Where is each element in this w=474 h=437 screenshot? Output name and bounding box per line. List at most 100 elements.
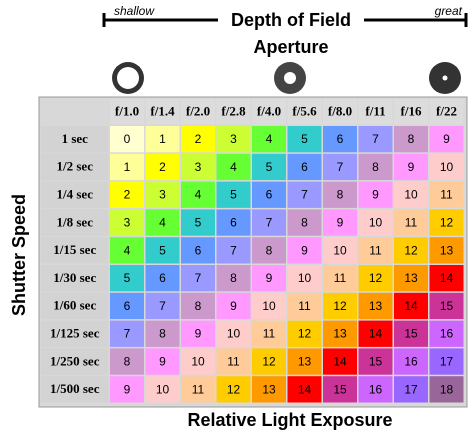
cell-bg [394,320,428,347]
cell-bg [394,153,428,181]
cell-bg [287,209,322,236]
cell-value: 7 [337,160,344,174]
cell-value: 8 [195,299,202,313]
cell-bg [358,265,393,292]
cell-value: 1 [159,132,166,146]
cell-value: 10 [227,327,241,341]
cell-value: 11 [369,243,382,257]
cell-value: 9 [408,160,415,174]
row-header: 1/30 sec [53,270,96,285]
cell-bg [323,265,357,292]
cell-bg [110,265,144,292]
cell-value: 11 [263,327,276,341]
cell-bg [358,376,393,403]
cell-bg [323,126,357,153]
cell-value: 13 [369,299,383,313]
cell-bg [145,376,180,403]
cell-value: 18 [440,382,454,396]
cell-value: 14 [440,271,454,285]
cell-bg [216,320,251,347]
cell-bg [252,320,286,347]
cell-bg [358,126,393,153]
shallow-label: shallow [114,4,155,18]
cell-value: 8 [337,188,344,202]
cell-bg [429,376,464,403]
cell-value: 11 [440,188,453,202]
cell-value: 3 [195,160,202,174]
cell-bg [287,181,322,208]
cell-bg [145,320,180,347]
cell-bg [216,237,251,264]
cell-value: 5 [301,132,308,146]
row-header: 1/15 sec [53,242,96,257]
column-header: f/1.0 [115,103,139,118]
cell-bg [216,265,251,292]
cell-bg [429,348,464,375]
subtitle: Aperture [253,37,328,57]
cell-bg [110,153,144,181]
cell-bg [323,181,357,208]
cell-bg [145,126,180,153]
cell-value: 9 [124,382,131,396]
cell-bg [287,320,322,347]
cell-bg [252,348,286,375]
cell-bg [181,126,215,153]
cell-value: 9 [337,215,344,229]
cell-value: 7 [266,215,273,229]
column-header: f/2.0 [186,103,210,118]
cell-bg [394,376,428,403]
cell-bg [145,265,180,292]
cell-value: 12 [227,382,241,396]
column-header-cell [181,99,215,125]
cell-bg [110,181,144,208]
cell-bg [216,209,251,236]
cell-bg [287,237,322,264]
cell-bg [394,209,428,236]
cell-value: 6 [266,188,273,202]
cell-bg [252,292,286,320]
cell-bg [145,292,180,320]
cell-bg [358,209,393,236]
cell-value: 9 [230,299,237,313]
cell-bg [429,237,464,264]
column-header-cell [429,99,464,125]
cell-bg [181,320,215,347]
row-header-cell [41,153,109,181]
cell-bg [323,348,357,375]
cell-value: 5 [124,271,131,285]
cell-value: 7 [301,188,308,202]
cell-value: 13 [298,354,312,368]
cell-value: 17 [404,382,418,396]
cell-value: 2 [159,160,166,174]
cell-bg [216,126,251,153]
row-header-cell [41,292,109,320]
cell-value: 8 [301,215,308,229]
column-header-cell [323,99,357,125]
column-header-cell [358,99,393,125]
row-header-cell [41,348,109,375]
cell-bg [216,292,251,320]
row-header: 1/8 sec [57,214,94,229]
cell-bg [323,153,357,181]
cell-bg [287,348,322,375]
cell-value: 7 [372,132,379,146]
footer: Relative Light Exposure [187,410,392,430]
cell-bg [181,237,215,264]
cell-bg [216,181,251,208]
aperture-wide [112,62,144,94]
cell-value: 8 [408,132,415,146]
cell-value: 17 [440,354,454,368]
cell-value: 6 [337,132,344,146]
cell-bg [252,376,286,403]
cell-value: 5 [159,243,166,257]
row-header: 1/125 sec [50,325,100,340]
cell-bg [429,320,464,347]
row-header-cell [41,376,109,403]
cell-bg [181,265,215,292]
cell-bg [252,181,286,208]
cell-value: 4 [266,132,273,146]
cell-value: 7 [195,271,202,285]
cell-bg [323,320,357,347]
cell-bg [429,126,464,153]
cell-bg [216,153,251,181]
